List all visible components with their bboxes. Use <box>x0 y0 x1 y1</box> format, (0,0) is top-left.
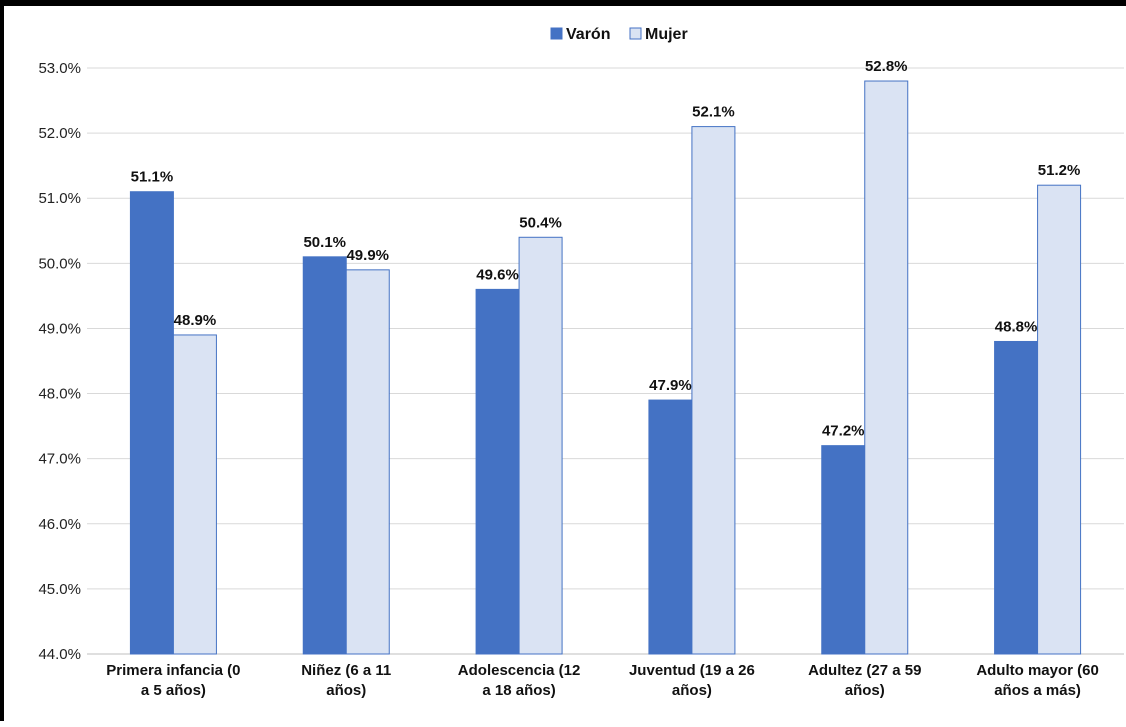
data-label: 47.2% <box>822 423 865 440</box>
bar-varon <box>648 399 693 655</box>
y-tick-label: 49.0% <box>38 320 81 337</box>
y-tick-label: 51.0% <box>38 190 81 207</box>
data-label: 49.9% <box>346 247 389 264</box>
data-label: 49.6% <box>476 266 519 283</box>
bar-varon <box>821 445 866 655</box>
bar-varon <box>475 288 520 655</box>
bar-mujer <box>172 334 217 655</box>
bar-mujer <box>345 269 390 655</box>
bar-chart: 44.0% 45.0% 46.0% 47.0% 48.0% 49.0% 50.0% 51.0%… <box>38 26 1124 699</box>
data-label: 48.8% <box>995 318 1038 335</box>
data-label: 50.1% <box>303 234 346 251</box>
bar-varon <box>129 191 174 655</box>
y-tick-label: 47.0% <box>38 451 81 468</box>
bar-mujer <box>691 126 736 655</box>
x-category-label: Adultez (27 a 59 <box>808 662 921 679</box>
legend-label-mujer: Mujer <box>645 26 688 43</box>
x-category-label: a 5 años) <box>141 682 206 699</box>
x-category-label: a 18 años) <box>482 682 555 699</box>
data-label: 51.1% <box>131 169 174 186</box>
data-label: 47.9% <box>649 377 692 394</box>
data-label: 52.8% <box>865 58 908 75</box>
x-category-label: Niñez (6 a 11 <box>301 662 391 679</box>
legend-swatch-mujer <box>629 27 642 40</box>
data-label: 51.2% <box>1038 162 1081 179</box>
bar-mujer <box>1037 184 1082 655</box>
x-category-label: años) <box>672 682 712 699</box>
y-tick-label: 45.0% <box>38 581 81 598</box>
legend-label-varon: Varón <box>566 26 610 43</box>
x-category-label: años a más) <box>994 682 1081 699</box>
bar-varon <box>302 256 347 655</box>
data-label: 52.1% <box>692 104 735 121</box>
data-label: 48.9% <box>174 312 217 329</box>
bar-mujer <box>518 236 563 655</box>
legend-swatch-varon <box>550 27 563 40</box>
y-tick-label: 50.0% <box>38 255 81 272</box>
bar-mujer <box>864 80 909 655</box>
y-tick-label: 48.0% <box>38 386 81 403</box>
y-tick-label: 53.0% <box>38 60 81 77</box>
bar-varon <box>994 340 1039 655</box>
y-tick-label: 52.0% <box>38 125 81 142</box>
x-category-label: Adolescencia (12 <box>458 662 581 679</box>
y-tick-label: 46.0% <box>38 516 81 533</box>
data-label: 50.4% <box>519 214 562 231</box>
y-tick-label: 44.0% <box>38 646 81 663</box>
x-category-label: Primera infancia (0 <box>106 662 240 679</box>
x-category-label: Adulto mayor (60 <box>976 662 1099 679</box>
x-category-label: años) <box>845 682 885 699</box>
x-category-label: Juventud (19 a 26 <box>629 662 755 679</box>
x-category-label: años) <box>326 682 366 699</box>
